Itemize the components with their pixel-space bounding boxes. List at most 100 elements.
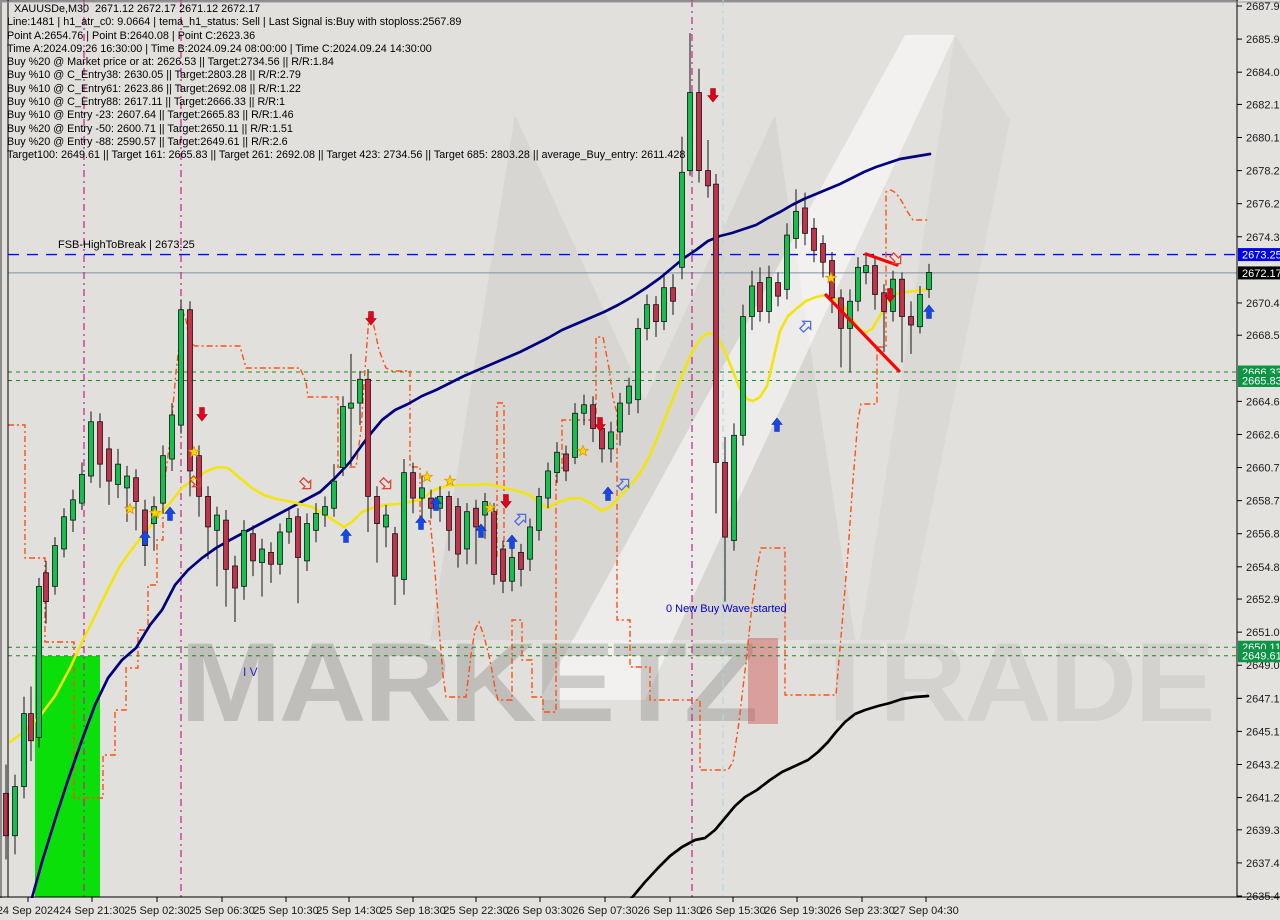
red-trend-segment (824, 293, 901, 373)
price-label: 2687.90 (1246, 1, 1280, 13)
time-axis[interactable]: 24 Sep 2024 24 Sep 21:30 25 Sep 02:30 25 Se… (0, 897, 959, 917)
candle-up (731, 434, 737, 541)
time-label: 26 Sep 15:30 (700, 905, 765, 917)
star-icon (483, 501, 497, 514)
candle-down (97, 421, 103, 465)
candle-up (61, 516, 67, 550)
time-label: 25 Sep 10:30 (253, 905, 318, 917)
candles (3, 33, 932, 860)
candle-up (115, 463, 121, 485)
buy-arrow-icon (164, 506, 176, 521)
candle-up (241, 529, 247, 587)
candle-up (286, 518, 292, 533)
candle-up (214, 514, 220, 531)
candle-up (169, 414, 175, 460)
star-icon (576, 444, 590, 457)
candle-down (392, 533, 398, 577)
candle-down (473, 507, 479, 528)
buy-arrow-icon (771, 417, 783, 432)
candle-down (696, 92, 702, 171)
time-axis-strip (0, 898, 1238, 920)
candle-down (491, 511, 497, 575)
candle-down (28, 713, 34, 742)
buy-arrow-icon (415, 515, 427, 530)
candle-down (446, 495, 452, 531)
candle-up (401, 472, 407, 580)
hollow-down-arrow-icon (378, 476, 392, 490)
price-label: 2647.10 (1246, 693, 1280, 705)
candle-up (124, 475, 130, 489)
candle-up (608, 431, 614, 450)
price-label: 2654.85 (1246, 562, 1280, 574)
candle-up (679, 171, 685, 268)
price-label-box-text: 2673.25 (1242, 250, 1280, 262)
price-label: 2662.65 (1246, 429, 1280, 441)
candle-up (79, 473, 85, 504)
price-label: 2658.75 (1246, 496, 1280, 508)
candle-up (178, 309, 184, 426)
price-label-box (1238, 248, 1280, 262)
candle-up (21, 713, 27, 787)
time-label: 26 Sep 19:30 (764, 905, 829, 917)
candle-up (626, 385, 632, 404)
candle-up (340, 406, 346, 468)
hollow-up-arrow-icon (513, 513, 527, 527)
price-label: 2668.50 (1246, 330, 1280, 342)
chart-annotation: FSB-HighToBreak | 2673.25 (58, 239, 195, 251)
candle-down (599, 428, 605, 450)
time-label: 27 Sep 04:30 (893, 905, 958, 917)
candle-down (590, 404, 596, 429)
candle-up (12, 786, 18, 837)
trailing-stop-line (8, 189, 928, 799)
price-label: 2680.15 (1246, 133, 1280, 145)
time-label: 25 Sep 18:30 (380, 905, 445, 917)
time-label: 26 Sep 03:30 (507, 905, 572, 917)
star-icon (443, 474, 457, 487)
price-label: 2685.95 (1246, 34, 1280, 46)
candle-down (500, 548, 506, 582)
candle-down (205, 495, 211, 528)
price-label: 2674.30 (1246, 232, 1280, 244)
buy-arrow-icon (475, 523, 487, 538)
sell-arrow-icon (196, 407, 208, 422)
candle-down (811, 227, 817, 251)
price-label: 2684.00 (1246, 67, 1280, 79)
candle-down (899, 278, 905, 317)
candle-down (455, 506, 461, 555)
candle-up (419, 487, 425, 499)
candle-up (554, 451, 560, 474)
candle-up (348, 402, 354, 409)
price-axis[interactable]: 2687.90 2685.95 2684.00 2682.10 2680.15 2678.… (1237, 1, 1280, 903)
chart-annotation: I V (243, 665, 258, 679)
candle-up (527, 526, 533, 560)
time-label: 25 Sep 14:30 (316, 905, 381, 917)
candle-down (187, 309, 193, 472)
star-icon (123, 502, 137, 515)
candle-down (670, 287, 676, 302)
candle-down (295, 516, 301, 558)
candle-down (518, 551, 524, 570)
sell-arrow-icon (365, 311, 377, 326)
candle-down (232, 565, 238, 589)
hollow-down-arrow-icon (298, 476, 312, 490)
time-label: 26 Sep 11:30 (638, 905, 703, 917)
price-label: 2639.35 (1246, 825, 1280, 837)
price-label-box (1238, 373, 1280, 387)
candle-down (722, 462, 728, 538)
candle-up (855, 266, 861, 302)
candle-up (52, 545, 58, 587)
candle-down (908, 316, 914, 326)
chart-annotation: 0 New Buy Wave started (666, 603, 787, 615)
buy-arrow-icon (602, 486, 614, 501)
candle-down (705, 170, 711, 187)
candle-up (322, 506, 328, 516)
candle-up (70, 499, 76, 521)
green-zone (35, 656, 100, 897)
candle-down (142, 509, 148, 546)
sell-arrow-icon (500, 494, 512, 509)
candle-down (563, 453, 569, 472)
price-label: 2637.40 (1246, 858, 1280, 870)
